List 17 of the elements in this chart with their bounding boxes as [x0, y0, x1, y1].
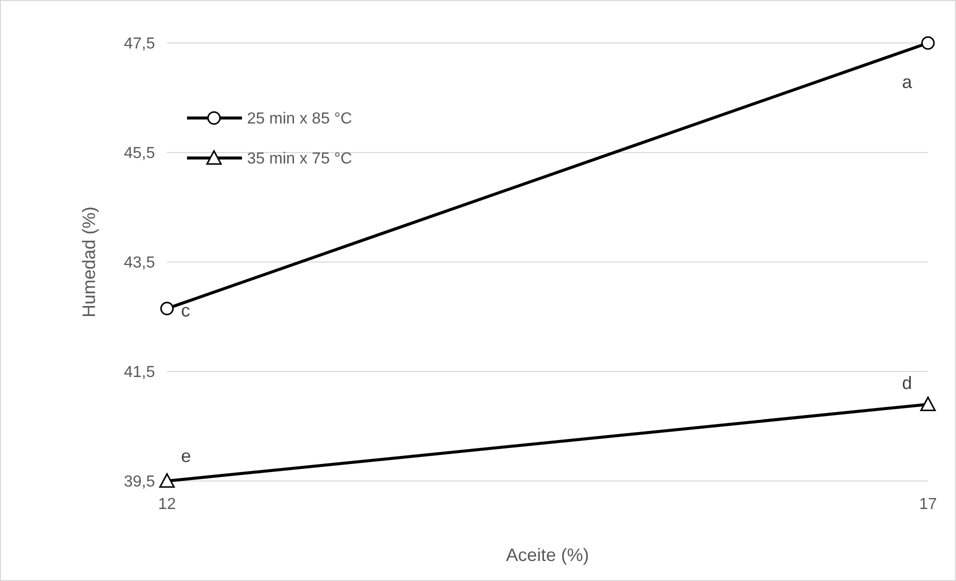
- legend-label: 35 min x 75 °C: [247, 150, 352, 168]
- y-tick-label: 45,5: [124, 145, 156, 162]
- x-axis-title: Aceite (%): [506, 545, 590, 565]
- point: [921, 36, 935, 50]
- y-axis-title: Humedad (%): [79, 206, 99, 318]
- y-tick-label: 47,5: [124, 36, 156, 53]
- data-label: d: [902, 373, 912, 394]
- y-tick-label: 39,5: [124, 474, 156, 491]
- y-tick-label: 41,5: [124, 364, 156, 382]
- y-tick-label: 43,5: [124, 254, 156, 272]
- data-label: e: [181, 446, 192, 466]
- x-tick-label: 17: [919, 496, 937, 513]
- data-label: c: [181, 300, 190, 320]
- x-tick-label: 12: [158, 496, 176, 513]
- data-label: a: [902, 72, 913, 92]
- point: [160, 302, 174, 316]
- legend-label: 25 min x 85 °C: [247, 110, 352, 128]
